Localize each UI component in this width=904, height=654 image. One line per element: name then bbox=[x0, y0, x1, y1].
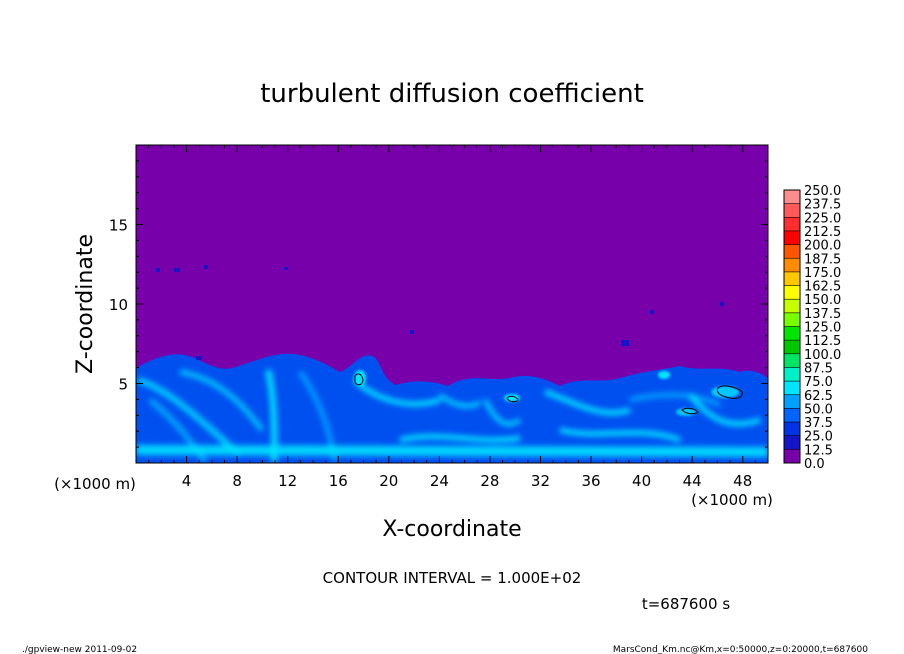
contour-line bbox=[681, 407, 699, 415]
colorbar-swatch bbox=[784, 190, 800, 205]
footer-left: ./gpview-new 2011-09-02 bbox=[22, 645, 137, 654]
x-tick-label: 24 bbox=[430, 472, 449, 490]
colorbar-label: 100.0 bbox=[804, 348, 841, 363]
colorbar-swatch bbox=[784, 312, 800, 327]
time-label: t=687600 s bbox=[642, 595, 730, 613]
colorbar-swatch bbox=[784, 435, 800, 450]
contour-line bbox=[716, 385, 743, 399]
colorbar-label: 225.0 bbox=[804, 211, 841, 226]
x-axis: 4 8 12 16 20 24 28 32 36 40 44 48 bbox=[148, 145, 756, 490]
colorbar-label: 12.5 bbox=[804, 443, 833, 458]
contour-line bbox=[354, 373, 364, 386]
colorbar-label: 37.5 bbox=[804, 416, 833, 431]
colorbar-swatch bbox=[784, 422, 800, 437]
colorbar-swatch bbox=[784, 258, 800, 273]
colorbar-label: 50.0 bbox=[804, 402, 833, 417]
colorbar-swatch bbox=[784, 203, 800, 218]
x-tick-label: 32 bbox=[531, 472, 550, 490]
colorbar-swatch bbox=[784, 244, 800, 259]
plot-area bbox=[135, 144, 769, 464]
mixing-structures bbox=[136, 369, 768, 463]
colorbar-swatch bbox=[784, 408, 800, 423]
colorbar-label: 112.5 bbox=[804, 334, 841, 349]
contour-line bbox=[506, 395, 519, 403]
colorbar-label: 137.5 bbox=[804, 307, 841, 322]
x-tick-label: 16 bbox=[329, 472, 348, 490]
colorbar-label: 200.0 bbox=[804, 239, 841, 254]
colorbar-label: 150.0 bbox=[804, 293, 841, 308]
x-axis-unit-left: (×1000 m) bbox=[54, 475, 136, 493]
y-tick-label: 10 bbox=[109, 296, 128, 314]
x-axis-label: X-coordinate bbox=[382, 517, 521, 542]
y-axis-label: Z-coordinate bbox=[73, 234, 98, 374]
colorbar-swatch bbox=[784, 285, 800, 300]
colorbar-swatch bbox=[784, 353, 800, 368]
colorbar-label: 62.5 bbox=[804, 389, 833, 404]
x-tick-label: 20 bbox=[379, 472, 398, 490]
colorbar-swatch bbox=[784, 326, 800, 341]
colorbar-label: 162.5 bbox=[804, 280, 841, 295]
colorbar-swatch bbox=[784, 271, 800, 287]
y-axis: 5 10 15 bbox=[109, 160, 768, 448]
x-tick-label: 4 bbox=[182, 472, 192, 490]
colorbar-label: 75.0 bbox=[804, 375, 833, 390]
colorbar-label: 25.0 bbox=[804, 430, 833, 445]
colorbar-swatch bbox=[784, 367, 800, 382]
colorbar-swatch bbox=[784, 449, 800, 464]
colorbar-label: 250.0 bbox=[804, 184, 841, 199]
colorbar-swatch bbox=[784, 394, 800, 409]
colorbar-swatch bbox=[784, 381, 800, 396]
colorbar: 250.0237.5225.0212.5200.0187.5175.0162.5… bbox=[783, 184, 841, 472]
y-tick-label: 5 bbox=[118, 376, 128, 394]
colorbar-label: 175.0 bbox=[804, 266, 841, 281]
x-tick-label: 12 bbox=[278, 472, 297, 490]
heatmap-field bbox=[136, 265, 768, 463]
x-tick-label: 36 bbox=[581, 472, 600, 490]
colorbar-label: 87.5 bbox=[804, 361, 833, 376]
colorbar-swatch bbox=[784, 299, 800, 314]
x-tick-label: 44 bbox=[683, 472, 702, 490]
footer-right: MarsCond_Km.nc@Km,x=0:50000,z=0:20000,t=… bbox=[613, 645, 868, 654]
colorbar-swatch bbox=[784, 217, 800, 232]
colorbar-swatch bbox=[784, 230, 800, 246]
colorbar-label: 187.5 bbox=[804, 252, 841, 267]
y-tick-label: 15 bbox=[109, 217, 128, 235]
colorbar-label: 125.0 bbox=[804, 321, 841, 336]
contour-lines bbox=[354, 373, 743, 415]
colorbar-label: 237.5 bbox=[804, 198, 841, 213]
x-tick-label: 40 bbox=[632, 472, 651, 490]
contour-interval-note: CONTOUR INTERVAL = 1.000E+02 bbox=[323, 569, 582, 587]
colorbar-swatch bbox=[784, 340, 800, 355]
colorbar-label: 0.0 bbox=[804, 457, 825, 472]
x-axis-unit-right: (×1000 m) bbox=[691, 491, 773, 509]
x-tick-label: 8 bbox=[232, 472, 242, 490]
x-tick-label: 48 bbox=[733, 472, 752, 490]
colorbar-label: 212.5 bbox=[804, 225, 841, 240]
x-tick-label: 28 bbox=[480, 472, 499, 490]
upper-blobs bbox=[156, 265, 724, 360]
chart-title: turbulent diffusion coefficient bbox=[260, 79, 644, 109]
